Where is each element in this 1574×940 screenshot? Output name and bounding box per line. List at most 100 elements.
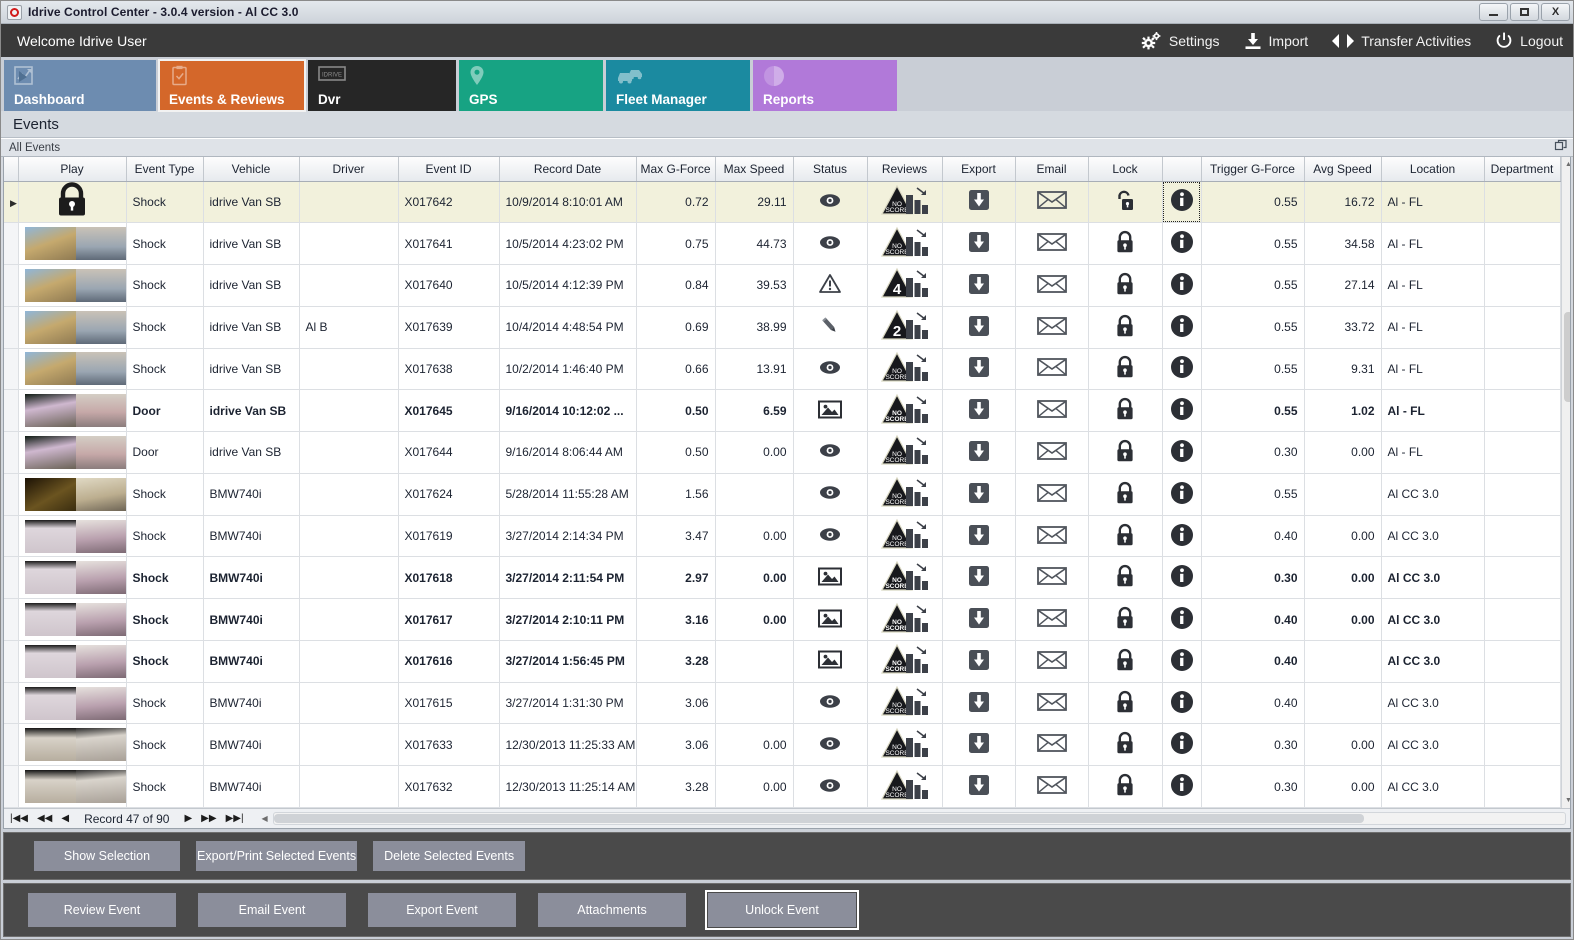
close-button[interactable]: X bbox=[1541, 3, 1570, 21]
email-icon[interactable] bbox=[1022, 190, 1082, 210]
cell-reviews[interactable]: NO SCORE bbox=[867, 598, 943, 641]
table-row[interactable]: ▶ Shock idrive Van SB X017642 10/9/2014 8:10… bbox=[4, 181, 1561, 224]
export-icon[interactable] bbox=[949, 189, 1009, 211]
cell-email[interactable] bbox=[1015, 181, 1089, 224]
lock-icon[interactable] bbox=[1095, 523, 1156, 547]
info-icon[interactable] bbox=[1169, 272, 1195, 296]
video-thumbnails[interactable] bbox=[24, 728, 125, 762]
cell-email[interactable] bbox=[1015, 640, 1089, 683]
video-thumbnails[interactable] bbox=[24, 352, 125, 386]
lock-icon[interactable] bbox=[1095, 481, 1156, 505]
cell-reviews[interactable]: NO SCORE bbox=[867, 515, 943, 558]
cell-export[interactable] bbox=[942, 389, 1016, 433]
cell-reviews[interactable]: NO SCORE bbox=[867, 765, 943, 808]
nav-prev-page-button[interactable]: ◀◀ bbox=[36, 813, 53, 824]
email-icon[interactable] bbox=[1022, 566, 1082, 586]
export-icon[interactable] bbox=[949, 649, 1009, 671]
cell-lock[interactable] bbox=[1088, 306, 1163, 349]
cell-lock[interactable] bbox=[1088, 640, 1163, 683]
cell-status[interactable] bbox=[793, 181, 868, 224]
pencil-icon[interactable] bbox=[800, 316, 861, 336]
tab-fleet-manager[interactable]: Fleet Manager bbox=[606, 60, 750, 111]
column-header-vehicle[interactable]: Vehicle bbox=[203, 157, 300, 182]
cell-lock[interactable] bbox=[1088, 556, 1163, 600]
info-icon[interactable] bbox=[1169, 606, 1195, 630]
scroll-up-icon[interactable]: ▲ bbox=[1561, 157, 1570, 172]
review-score-icon[interactable]: NO SCORE bbox=[874, 434, 936, 467]
cell-info[interactable] bbox=[1162, 598, 1202, 641]
cell-reviews[interactable]: NO SCORE bbox=[867, 556, 943, 600]
email-event-button[interactable]: Email Event bbox=[198, 893, 346, 927]
review-score-icon[interactable]: NO SCORE bbox=[874, 518, 936, 551]
email-icon[interactable] bbox=[1022, 608, 1082, 628]
cell-email[interactable] bbox=[1015, 556, 1089, 600]
cell-export[interactable] bbox=[942, 723, 1016, 767]
cell-status[interactable] bbox=[793, 515, 868, 558]
cell-export[interactable] bbox=[942, 348, 1016, 391]
info-icon[interactable] bbox=[1169, 355, 1195, 379]
scroll-thumb[interactable] bbox=[1564, 312, 1570, 402]
cell-lock[interactable] bbox=[1088, 682, 1163, 725]
import-button[interactable]: Import bbox=[1244, 32, 1308, 50]
row-indicator[interactable] bbox=[4, 348, 19, 391]
cell-email[interactable] bbox=[1015, 723, 1089, 767]
export-icon[interactable] bbox=[949, 231, 1009, 253]
cell-info[interactable] bbox=[1162, 264, 1202, 307]
cell-export[interactable] bbox=[942, 598, 1016, 641]
info-icon[interactable] bbox=[1169, 564, 1195, 588]
scroll-down-icon[interactable]: ▼ bbox=[1561, 793, 1570, 808]
cell-email[interactable] bbox=[1015, 473, 1089, 516]
cell-info[interactable] bbox=[1162, 306, 1202, 349]
column-header-department[interactable]: Department bbox=[1484, 157, 1561, 182]
cell-export[interactable] bbox=[942, 222, 1016, 266]
email-icon[interactable] bbox=[1022, 274, 1082, 294]
maximize-button[interactable] bbox=[1510, 3, 1539, 21]
video-thumbnails[interactable] bbox=[24, 268, 125, 302]
lock-icon[interactable] bbox=[1095, 731, 1156, 755]
cell-info[interactable] bbox=[1162, 556, 1202, 600]
video-thumbnails[interactable] bbox=[24, 227, 125, 261]
column-header-event-type[interactable]: Event Type bbox=[126, 157, 204, 182]
cell-reviews[interactable]: NO SCORE bbox=[867, 222, 943, 266]
cell-lock[interactable] bbox=[1088, 264, 1163, 307]
info-icon[interactable] bbox=[1169, 648, 1195, 672]
table-row[interactable]: Door idrive Van SB X017644 9/16/2014 8:06:4… bbox=[4, 431, 1561, 474]
hscroll-track[interactable] bbox=[272, 812, 1566, 825]
email-icon[interactable] bbox=[1022, 483, 1082, 503]
eye-icon[interactable] bbox=[800, 235, 861, 250]
info-icon[interactable] bbox=[1169, 523, 1195, 547]
table-row[interactable]: Shock BMW740i X017619 3/27/2014 2:14:34 PM 3… bbox=[4, 515, 1561, 558]
nav-last-button[interactable]: ▶▶| bbox=[225, 813, 244, 824]
table-row[interactable]: Shock BMW740i X017624 5/28/2014 11:55:28 AM… bbox=[4, 473, 1561, 516]
review-score-icon[interactable]: NO SCORE bbox=[874, 727, 936, 760]
cell-play[interactable] bbox=[18, 306, 127, 349]
cell-export[interactable] bbox=[942, 515, 1016, 558]
cell-play[interactable] bbox=[18, 765, 127, 808]
hscroll-thumb[interactable] bbox=[273, 814, 1364, 823]
eye-icon[interactable] bbox=[800, 193, 861, 208]
cell-info[interactable] bbox=[1162, 765, 1202, 808]
eye-icon[interactable] bbox=[800, 443, 861, 458]
warning-icon[interactable] bbox=[800, 274, 861, 294]
cell-info[interactable] bbox=[1162, 515, 1202, 558]
video-thumbnails[interactable] bbox=[24, 644, 125, 678]
column-header-max-g-force[interactable]: Max G-Force bbox=[636, 157, 716, 182]
review-score-icon[interactable]: NO SCORE bbox=[874, 476, 936, 509]
cell-play[interactable] bbox=[18, 682, 127, 725]
table-row[interactable]: Shock BMW740i X017633 12/30/2013 11:25:33 A… bbox=[4, 723, 1561, 767]
cell-reviews[interactable]: NO SCORE bbox=[867, 431, 943, 474]
cell-lock[interactable] bbox=[1088, 348, 1163, 391]
row-indicator[interactable] bbox=[4, 515, 19, 558]
cell-email[interactable] bbox=[1015, 306, 1089, 349]
eye-icon[interactable] bbox=[800, 736, 861, 751]
cell-status[interactable] bbox=[793, 222, 868, 266]
cell-play[interactable] bbox=[18, 640, 127, 683]
email-icon[interactable] bbox=[1022, 650, 1082, 670]
eye-icon[interactable] bbox=[800, 485, 861, 500]
info-icon[interactable] bbox=[1169, 188, 1195, 212]
info-icon[interactable] bbox=[1169, 773, 1195, 797]
lock-icon[interactable] bbox=[1095, 606, 1156, 630]
video-thumbnails[interactable] bbox=[24, 477, 125, 511]
review-score-icon[interactable]: NO SCORE bbox=[874, 769, 936, 802]
review-score-icon[interactable]: NO SCORE bbox=[874, 560, 936, 593]
